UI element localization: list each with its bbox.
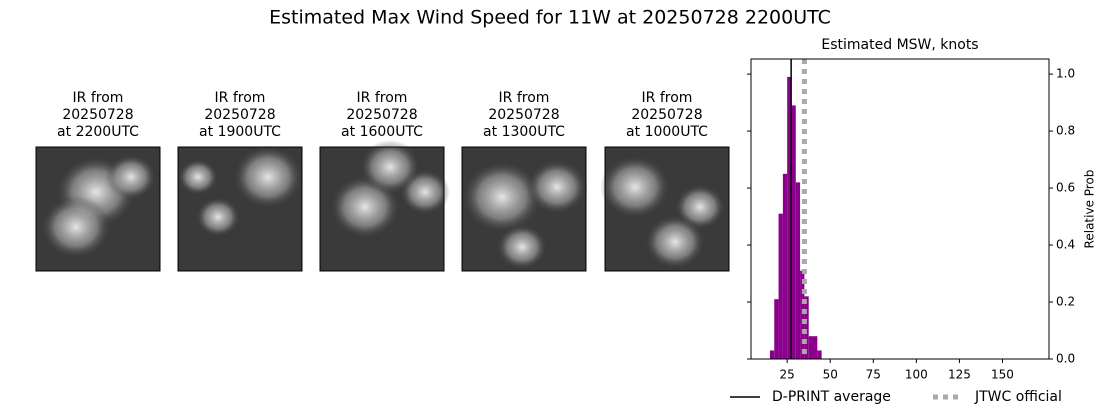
ir-frame — [319, 146, 445, 272]
y-tick-label: 0.2 — [1056, 295, 1075, 309]
panel-caption: at 1600UTC — [341, 124, 423, 140]
panel-caption: 20250728 — [62, 107, 133, 123]
y-tick-label: 0.4 — [1056, 238, 1075, 252]
bar — [791, 105, 796, 359]
cloud — [497, 224, 547, 270]
panel-caption: IR from — [499, 90, 550, 106]
bar — [782, 173, 788, 359]
x-tick-label: 25 — [780, 368, 795, 382]
plot-frame — [750, 58, 1050, 360]
panel-caption: IR from — [642, 90, 693, 106]
bar — [817, 350, 822, 359]
cloud — [106, 154, 156, 200]
bar — [800, 270, 805, 359]
bar — [808, 336, 814, 359]
y-tick-label: 0.8 — [1056, 124, 1075, 138]
y-axis-label: Relative Prob — [1083, 170, 1097, 249]
bar — [774, 299, 779, 359]
panel-caption: IR from — [357, 90, 408, 106]
cloud — [360, 140, 420, 194]
panel-caption: 20250728 — [346, 107, 417, 123]
panel-caption: IR from — [73, 90, 124, 106]
cloud — [527, 160, 587, 214]
cloud — [600, 155, 670, 219]
panel-caption: 20250728 — [204, 107, 275, 123]
panel-caption: at 1300UTC — [483, 124, 565, 140]
x-tick-label: 50 — [823, 368, 838, 382]
bar — [804, 296, 809, 359]
x-tick-label: 125 — [948, 368, 971, 382]
cloud — [645, 215, 705, 269]
cloud — [41, 195, 111, 259]
bar — [813, 336, 818, 359]
panel-caption: at 1900UTC — [199, 124, 281, 140]
legend-label: D-PRINT average — [772, 389, 891, 405]
y-tick-label: 0.0 — [1056, 352, 1075, 366]
bar — [795, 182, 801, 359]
y-tick-label: 1.0 — [1056, 67, 1075, 81]
figure-title: Estimated Max Wind Speed for 11W at 2025… — [269, 7, 831, 29]
cloud — [178, 159, 218, 195]
panel-caption: at 2200UTC — [57, 124, 139, 140]
ir-frame — [177, 146, 303, 272]
cloud — [233, 145, 303, 209]
ir-frame — [604, 146, 730, 272]
panel-caption: 20250728 — [488, 107, 559, 123]
panel-caption: IR from — [215, 90, 266, 106]
bar — [769, 350, 775, 359]
panel-caption: at 1000UTC — [626, 124, 708, 140]
cloud — [196, 197, 240, 237]
ir-frame — [461, 146, 587, 272]
y-tick-label: 0.6 — [1056, 181, 1075, 195]
x-tick-label: 75 — [866, 368, 881, 382]
legend-label: JTWC official — [974, 389, 1062, 405]
x-tick-label: 150 — [991, 368, 1014, 382]
cloud — [462, 161, 542, 233]
ir-frame — [35, 146, 161, 272]
bar — [787, 76, 792, 359]
panel-caption: 20250728 — [631, 107, 702, 123]
axes-title: Estimated MSW, knots — [821, 37, 978, 53]
bar — [778, 213, 783, 359]
x-tick-label: 100 — [905, 368, 928, 382]
